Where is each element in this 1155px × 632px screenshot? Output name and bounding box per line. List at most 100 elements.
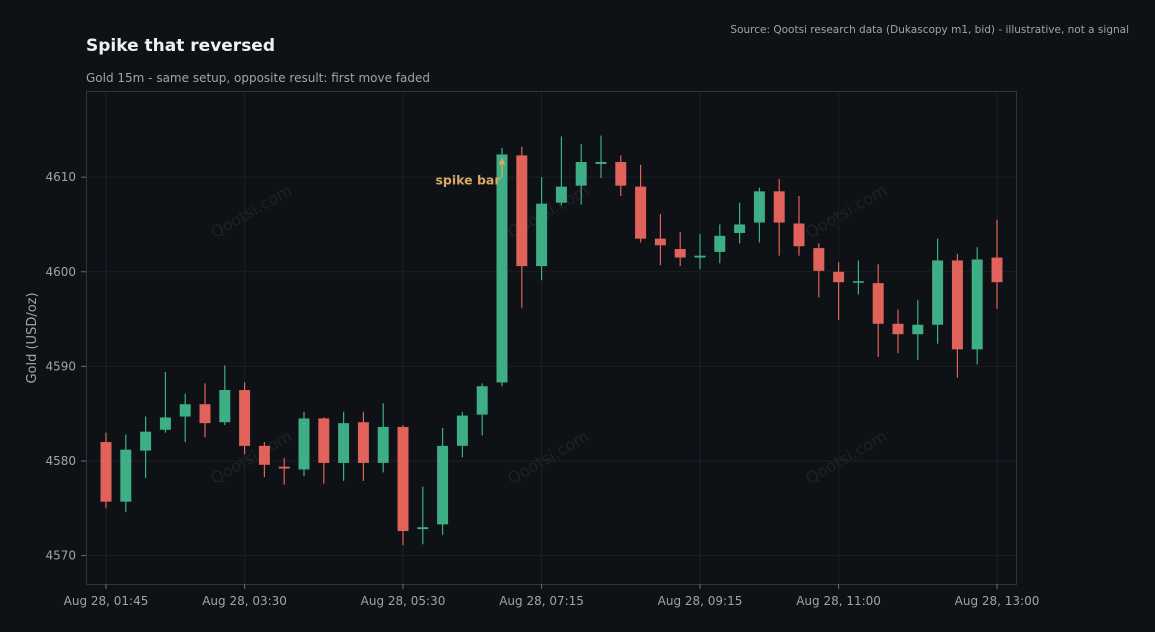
candle-body bbox=[159, 417, 171, 430]
candle-up bbox=[159, 372, 171, 433]
x-tick-label: Aug 28, 13:00 bbox=[955, 594, 1040, 608]
candle-up bbox=[912, 300, 924, 360]
candle-body bbox=[694, 255, 706, 258]
annotation-arrow-head bbox=[498, 157, 506, 165]
candle-down bbox=[397, 425, 409, 546]
x-tick-label: Aug 28, 01:45 bbox=[64, 594, 149, 608]
candle-down bbox=[674, 232, 686, 267]
candle-body bbox=[872, 283, 884, 324]
y-tick-label: 4580 bbox=[45, 454, 76, 468]
x-axis: Aug 28, 01:45 Aug 28, 03:30 Aug 28, 05:30 A… bbox=[64, 584, 1040, 608]
candle-up bbox=[496, 147, 508, 387]
y-tick-label: 4590 bbox=[45, 359, 76, 373]
candle-down bbox=[239, 382, 251, 455]
candle-body bbox=[437, 445, 449, 525]
x-tick-label: Aug 28, 05:30 bbox=[361, 594, 446, 608]
candle-up bbox=[338, 411, 350, 481]
chart-title: Spike that reversed bbox=[86, 36, 275, 56]
candle-body bbox=[753, 191, 765, 223]
candle-up bbox=[932, 238, 944, 344]
candle-body bbox=[892, 323, 904, 335]
candle-body bbox=[734, 224, 746, 233]
candle-down bbox=[635, 164, 647, 243]
candle-up bbox=[575, 144, 587, 205]
candle-down bbox=[654, 214, 666, 266]
plot-area bbox=[86, 91, 1017, 585]
candle-body bbox=[813, 248, 825, 271]
x-tick-label: Aug 28, 11:00 bbox=[796, 594, 881, 608]
candle-body bbox=[516, 155, 528, 267]
candle-up bbox=[179, 393, 191, 443]
candle-body bbox=[674, 249, 686, 258]
candle-body bbox=[140, 431, 152, 451]
candle-down bbox=[773, 179, 785, 256]
candle-up bbox=[595, 135, 607, 179]
candle-body bbox=[219, 390, 231, 423]
candle-body bbox=[417, 527, 429, 530]
candle-up bbox=[753, 187, 765, 243]
candle-body bbox=[615, 162, 627, 186]
y-tick-label: 4600 bbox=[45, 265, 76, 279]
candle-body bbox=[397, 426, 409, 532]
candle-up bbox=[734, 202, 746, 244]
annotation-label: spike bar bbox=[435, 172, 501, 187]
candle-down bbox=[357, 411, 369, 481]
candle-body bbox=[555, 186, 567, 203]
candle-down bbox=[833, 262, 845, 321]
candle-down bbox=[318, 417, 330, 484]
candle-down bbox=[516, 146, 528, 308]
candle-down bbox=[793, 196, 805, 256]
candle-body bbox=[278, 466, 290, 469]
candle-body bbox=[496, 154, 508, 383]
candle-up bbox=[714, 224, 726, 264]
candle-down bbox=[615, 155, 627, 197]
candle-body bbox=[932, 260, 944, 325]
candle-body bbox=[773, 191, 785, 223]
candle-up bbox=[417, 486, 429, 545]
candle-body bbox=[595, 162, 607, 164]
candle-body bbox=[298, 418, 310, 470]
candle-down bbox=[258, 442, 270, 478]
candles-layer bbox=[100, 135, 1003, 546]
candle-body bbox=[575, 162, 587, 186]
candle-up bbox=[555, 136, 567, 206]
candle-down bbox=[813, 243, 825, 298]
candle-up bbox=[971, 247, 983, 365]
candle-up bbox=[694, 233, 706, 269]
candle-body bbox=[179, 404, 191, 417]
candle-up bbox=[437, 427, 449, 535]
candle-body bbox=[536, 203, 548, 267]
y-tick-label: 4570 bbox=[45, 549, 76, 563]
candle-body bbox=[338, 423, 350, 463]
candle-body bbox=[852, 281, 864, 283]
candle-body bbox=[912, 324, 924, 335]
chart-subtitle: Gold 15m - same setup, opposite result: … bbox=[86, 71, 430, 85]
candle-up bbox=[536, 177, 548, 281]
candle-body bbox=[991, 257, 1003, 283]
candle-body bbox=[833, 271, 845, 283]
candle-down bbox=[892, 309, 904, 354]
candle-down bbox=[872, 264, 884, 357]
candle-down bbox=[100, 432, 112, 509]
candle-body bbox=[258, 445, 270, 465]
y-tick-label: 4610 bbox=[45, 170, 76, 184]
candle-body bbox=[239, 390, 251, 446]
candle-down bbox=[278, 458, 290, 485]
candle-up bbox=[456, 411, 468, 458]
candle-down bbox=[991, 219, 1003, 309]
y-axis-label: Gold (USD/oz) bbox=[25, 292, 40, 383]
candle-body bbox=[714, 235, 726, 252]
candle-up bbox=[377, 403, 389, 473]
candle-body bbox=[476, 386, 488, 415]
x-tick-label: Aug 28, 07:15 bbox=[499, 594, 584, 608]
candle-down bbox=[951, 253, 963, 378]
candle-up bbox=[140, 416, 152, 479]
x-tick-label: Aug 28, 09:15 bbox=[658, 594, 743, 608]
source-note: Source: Qootsi research data (Dukascopy … bbox=[730, 24, 1129, 36]
candle-body bbox=[100, 442, 112, 502]
candle-body bbox=[120, 449, 132, 502]
candle-body bbox=[635, 186, 647, 239]
candle-up bbox=[476, 383, 488, 436]
